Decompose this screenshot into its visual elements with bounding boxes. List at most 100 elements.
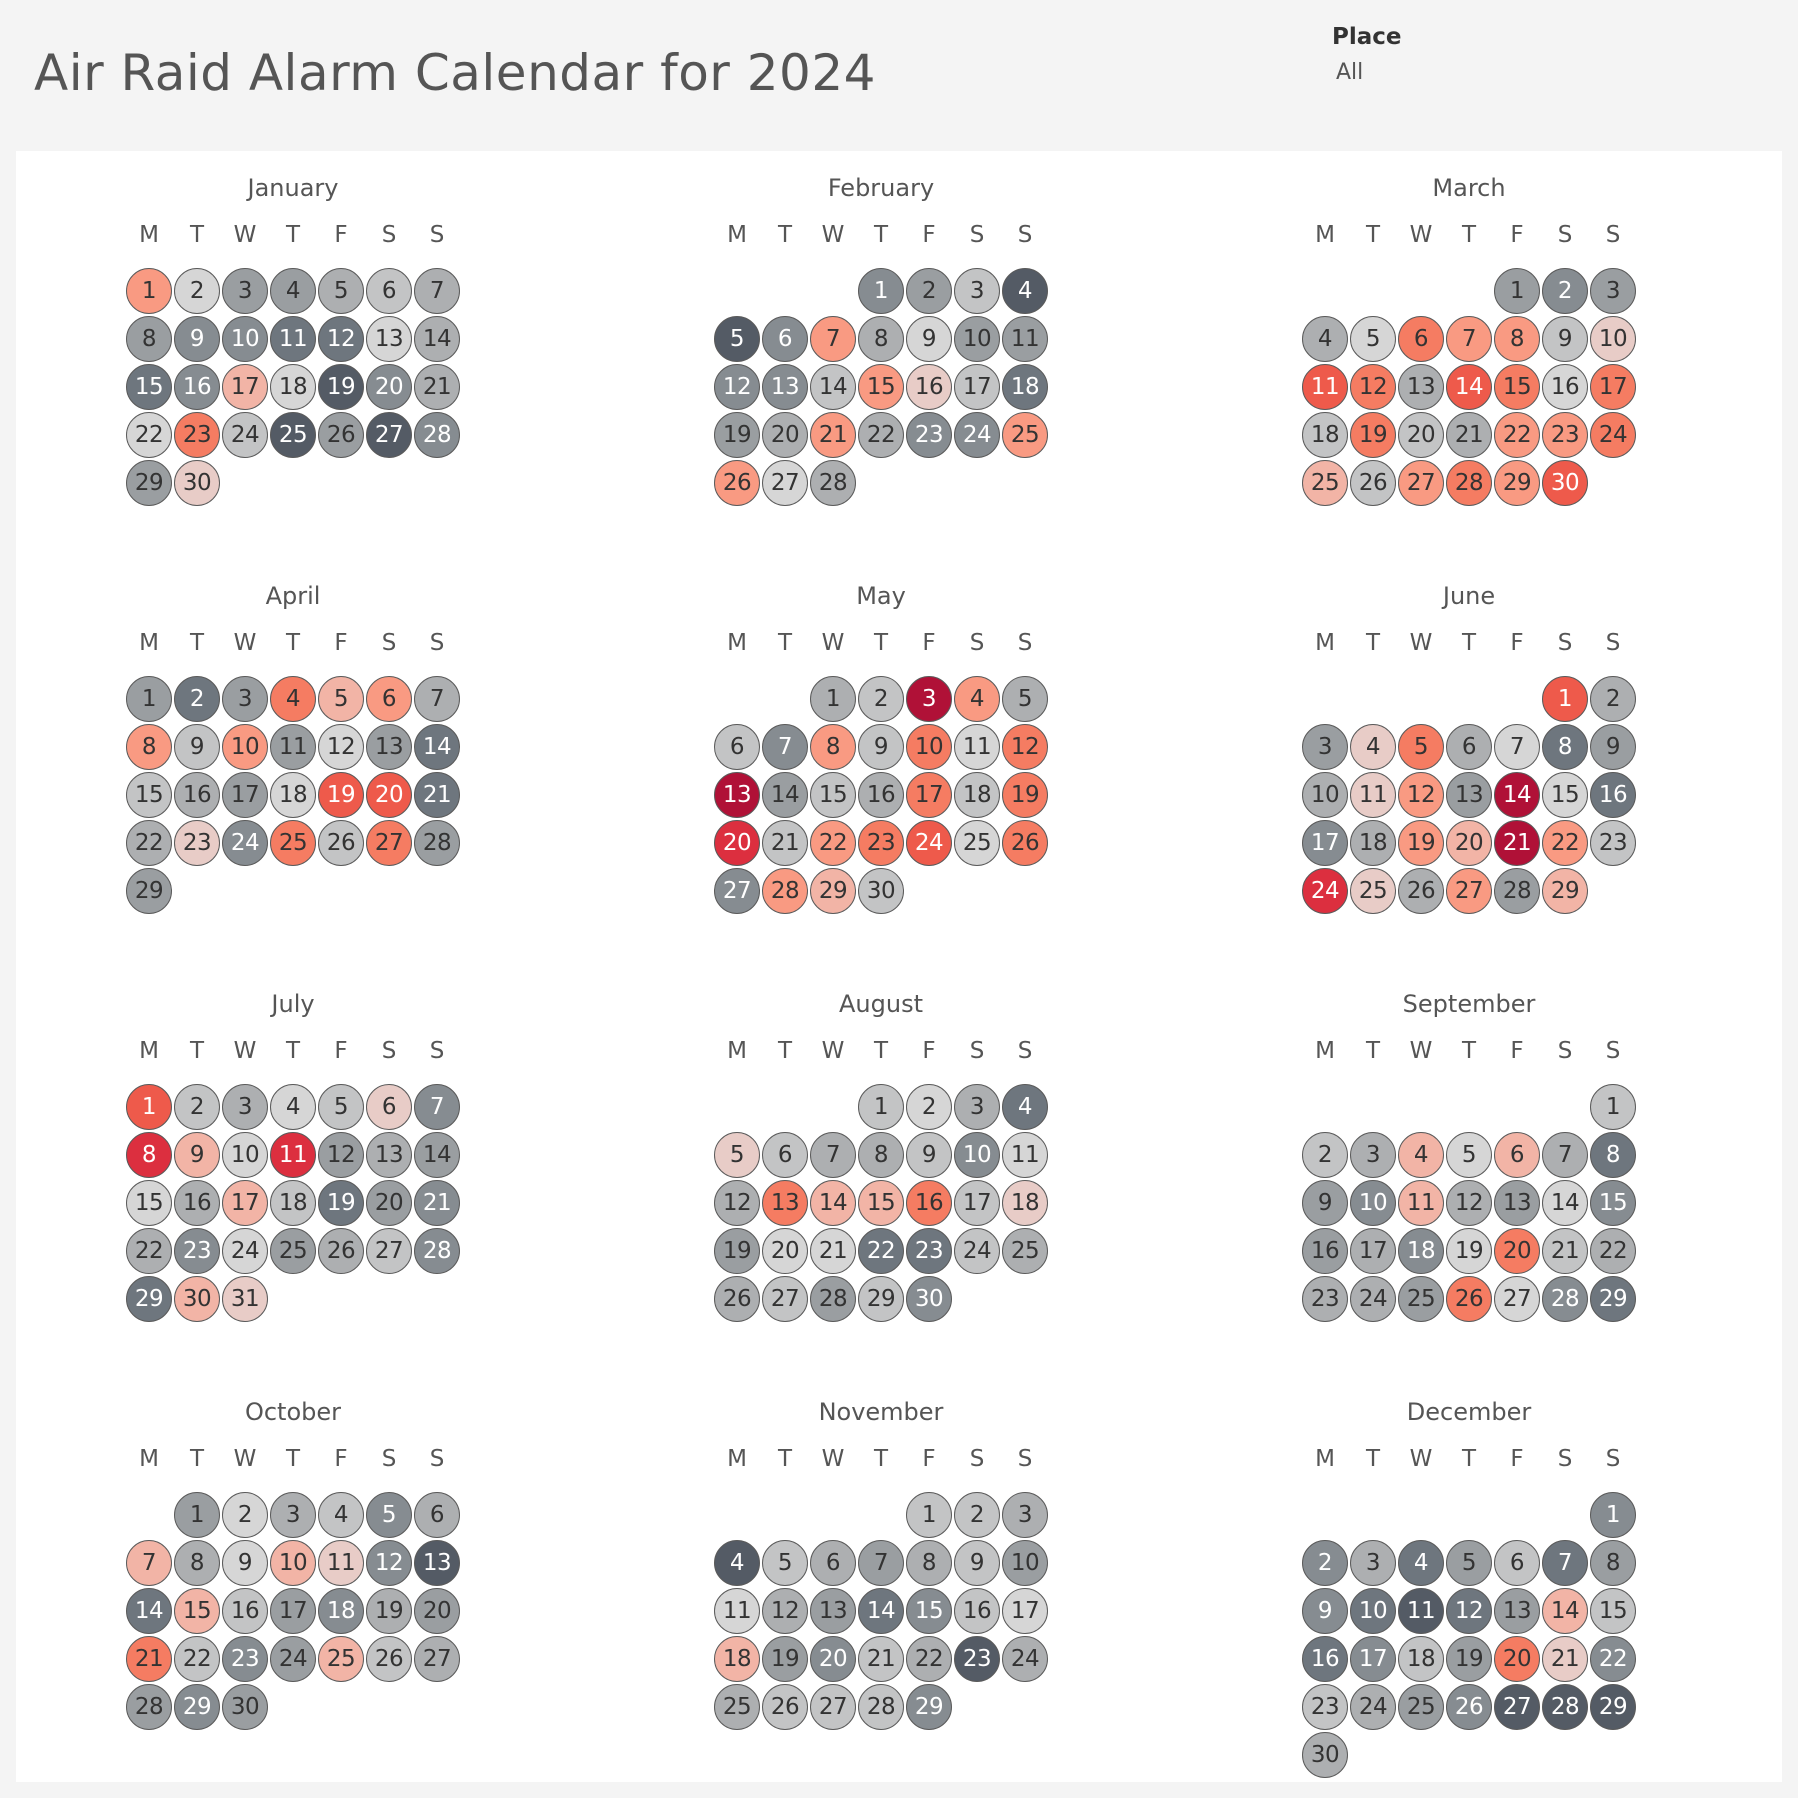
- day-circle[interactable]: 23: [174, 1228, 220, 1274]
- day-circle[interactable]: 10: [1002, 1540, 1048, 1586]
- day-circle[interactable]: 29: [126, 868, 172, 914]
- day-circle[interactable]: 11: [954, 724, 1000, 770]
- day-circle[interactable]: 26: [318, 820, 364, 866]
- day-circle[interactable]: 27: [366, 1228, 412, 1274]
- day-circle[interactable]: 9: [906, 1132, 952, 1178]
- day-circle[interactable]: 9: [174, 724, 220, 770]
- day-circle[interactable]: 15: [1590, 1588, 1636, 1634]
- day-circle[interactable]: 14: [414, 1132, 460, 1178]
- day-circle[interactable]: 23: [1302, 1276, 1348, 1322]
- day-circle[interactable]: 13: [1446, 772, 1492, 818]
- day-circle[interactable]: 30: [174, 1276, 220, 1322]
- day-circle[interactable]: 13: [1398, 364, 1444, 410]
- day-circle[interactable]: 6: [366, 268, 412, 314]
- day-circle[interactable]: 8: [174, 1540, 220, 1586]
- day-circle[interactable]: 21: [1494, 820, 1540, 866]
- day-circle[interactable]: 4: [318, 1492, 364, 1538]
- day-circle[interactable]: 13: [810, 1588, 856, 1634]
- day-circle[interactable]: 12: [1002, 724, 1048, 770]
- day-circle[interactable]: 5: [318, 1084, 364, 1130]
- day-circle[interactable]: 9: [858, 724, 904, 770]
- day-circle[interactable]: 7: [414, 1084, 460, 1130]
- day-circle[interactable]: 5: [1002, 676, 1048, 722]
- day-circle[interactable]: 25: [1398, 1684, 1444, 1730]
- day-circle[interactable]: 8: [1590, 1540, 1636, 1586]
- day-circle[interactable]: 6: [762, 1132, 808, 1178]
- day-circle[interactable]: 21: [126, 1636, 172, 1682]
- day-circle[interactable]: 7: [810, 1132, 856, 1178]
- day-circle[interactable]: 24: [222, 820, 268, 866]
- day-circle[interactable]: 7: [858, 1540, 904, 1586]
- day-circle[interactable]: 14: [1446, 364, 1492, 410]
- day-circle[interactable]: 22: [126, 412, 172, 458]
- place-filter-dropdown[interactable]: All: [1336, 60, 1364, 85]
- day-circle[interactable]: 24: [954, 1228, 1000, 1274]
- day-circle[interactable]: 9: [954, 1540, 1000, 1586]
- day-circle[interactable]: 2: [1302, 1540, 1348, 1586]
- day-circle[interactable]: 13: [366, 316, 412, 362]
- day-circle[interactable]: 6: [1446, 724, 1492, 770]
- day-circle[interactable]: 8: [810, 724, 856, 770]
- day-circle[interactable]: 2: [174, 268, 220, 314]
- day-circle[interactable]: 20: [1446, 820, 1492, 866]
- day-circle[interactable]: 10: [1590, 316, 1636, 362]
- day-circle[interactable]: 29: [1590, 1684, 1636, 1730]
- day-circle[interactable]: 22: [858, 412, 904, 458]
- day-circle[interactable]: 23: [174, 820, 220, 866]
- day-circle[interactable]: 27: [1494, 1684, 1540, 1730]
- day-circle[interactable]: 4: [270, 1084, 316, 1130]
- day-circle[interactable]: 20: [366, 1180, 412, 1226]
- day-circle[interactable]: 7: [1446, 316, 1492, 362]
- day-circle[interactable]: 18: [270, 772, 316, 818]
- day-circle[interactable]: 26: [714, 460, 760, 506]
- day-circle[interactable]: 2: [1302, 1132, 1348, 1178]
- day-circle[interactable]: 22: [1542, 820, 1588, 866]
- day-circle[interactable]: 27: [714, 868, 760, 914]
- day-circle[interactable]: 13: [414, 1540, 460, 1586]
- day-circle[interactable]: 25: [270, 820, 316, 866]
- day-circle[interactable]: 30: [174, 460, 220, 506]
- day-circle[interactable]: 18: [1302, 412, 1348, 458]
- day-circle[interactable]: 21: [810, 1228, 856, 1274]
- day-circle[interactable]: 19: [762, 1636, 808, 1682]
- day-circle[interactable]: 13: [714, 772, 760, 818]
- day-circle[interactable]: 15: [174, 1588, 220, 1634]
- day-circle[interactable]: 13: [762, 1180, 808, 1226]
- day-circle[interactable]: 8: [906, 1540, 952, 1586]
- day-circle[interactable]: 5: [714, 316, 760, 362]
- day-circle[interactable]: 2: [858, 676, 904, 722]
- day-circle[interactable]: 17: [1350, 1228, 1396, 1274]
- day-circle[interactable]: 14: [858, 1588, 904, 1634]
- day-circle[interactable]: 8: [126, 724, 172, 770]
- day-circle[interactable]: 27: [1398, 460, 1444, 506]
- day-circle[interactable]: 26: [1398, 868, 1444, 914]
- day-circle[interactable]: 1: [126, 676, 172, 722]
- day-circle[interactable]: 17: [1002, 1588, 1048, 1634]
- day-circle[interactable]: 1: [1494, 268, 1540, 314]
- day-circle[interactable]: 18: [714, 1636, 760, 1682]
- day-circle[interactable]: 16: [954, 1588, 1000, 1634]
- day-circle[interactable]: 13: [1494, 1180, 1540, 1226]
- day-circle[interactable]: 4: [1002, 268, 1048, 314]
- day-circle[interactable]: 6: [1494, 1540, 1540, 1586]
- day-circle[interactable]: 2: [906, 1084, 952, 1130]
- day-circle[interactable]: 2: [954, 1492, 1000, 1538]
- day-circle[interactable]: 17: [270, 1588, 316, 1634]
- day-circle[interactable]: 17: [954, 364, 1000, 410]
- day-circle[interactable]: 2: [174, 1084, 220, 1130]
- day-circle[interactable]: 20: [1494, 1228, 1540, 1274]
- day-circle[interactable]: 15: [1542, 772, 1588, 818]
- day-circle[interactable]: 31: [222, 1276, 268, 1322]
- day-circle[interactable]: 10: [906, 724, 952, 770]
- day-circle[interactable]: 18: [1350, 820, 1396, 866]
- day-circle[interactable]: 7: [414, 676, 460, 722]
- day-circle[interactable]: 4: [714, 1540, 760, 1586]
- day-circle[interactable]: 12: [714, 1180, 760, 1226]
- day-circle[interactable]: 2: [174, 676, 220, 722]
- day-circle[interactable]: 17: [222, 364, 268, 410]
- day-circle[interactable]: 27: [1494, 1276, 1540, 1322]
- day-circle[interactable]: 7: [126, 1540, 172, 1586]
- day-circle[interactable]: 23: [222, 1636, 268, 1682]
- day-circle[interactable]: 11: [1398, 1180, 1444, 1226]
- day-circle[interactable]: 10: [954, 316, 1000, 362]
